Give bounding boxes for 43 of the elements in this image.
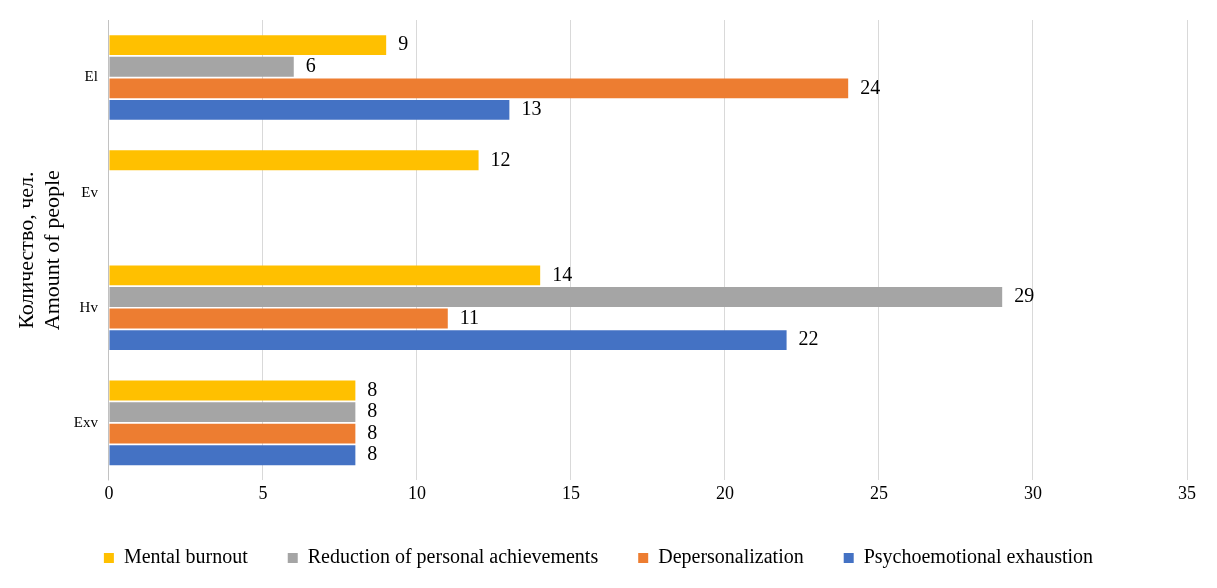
y-tick-label: Ev — [81, 183, 99, 200]
x-tick-label: 25 — [869, 482, 888, 503]
bar — [109, 150, 479, 171]
x-tick-label: 35 — [1178, 482, 1196, 503]
bar — [109, 330, 787, 351]
legend-label: Depersonalization — [658, 545, 804, 569]
bar — [109, 35, 387, 56]
legend-label: Psychoemotional exhaustion — [863, 545, 1094, 569]
x-tick-label: 10 — [407, 482, 426, 503]
bar — [109, 78, 849, 99]
data-label: 29 — [1014, 284, 1035, 307]
x-tick-label: 30 — [1023, 482, 1042, 503]
data-label: 9 — [398, 32, 409, 55]
legend-label: Mental burnout — [123, 545, 249, 568]
bar — [109, 423, 356, 444]
x-tick-label: 5 — [258, 482, 268, 503]
data-label: 24 — [860, 75, 881, 98]
bar — [109, 308, 448, 329]
bar — [109, 56, 294, 77]
data-label: 8 — [367, 377, 378, 400]
y-axis-title: Количество, чел. Amount of people — [12, 170, 65, 331]
y-tick-label: Exv — [73, 413, 99, 430]
data-label: 14 — [552, 262, 573, 285]
data-label: 12 — [490, 147, 511, 170]
x-tick-label: 15 — [561, 482, 580, 503]
bar — [109, 380, 356, 401]
data-label: 8 — [367, 420, 378, 443]
data-label: 13 — [521, 97, 542, 120]
data-label: 6 — [305, 54, 316, 77]
y-tick-label: El — [84, 68, 98, 85]
data-label: 22 — [798, 327, 819, 350]
legend-label: Reduction of personal achievements — [307, 545, 599, 569]
data-label: 8 — [367, 442, 378, 465]
x-tick-label: 20 — [715, 482, 734, 503]
x-tick-label: 0 — [104, 482, 114, 503]
bar — [109, 402, 356, 422]
y-tick-label: Hv — [79, 298, 99, 315]
data-label: 8 — [367, 399, 378, 422]
bar — [109, 99, 510, 120]
bar — [109, 265, 541, 286]
data-label: 11 — [459, 305, 480, 328]
bar — [109, 287, 1003, 307]
bar — [109, 445, 356, 466]
